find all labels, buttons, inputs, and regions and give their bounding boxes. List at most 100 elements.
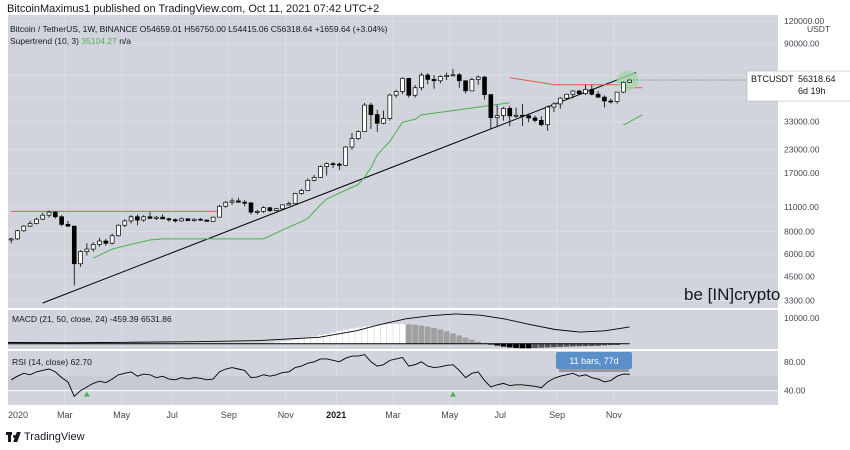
macd-histogram-bar xyxy=(355,327,362,344)
candle xyxy=(614,91,620,102)
candle xyxy=(135,216,140,221)
bars-annotation-box xyxy=(556,352,632,369)
macd-histogram-bar xyxy=(330,332,336,344)
macd-histogram-bar xyxy=(519,343,526,349)
legend-ohlc: Bitcoin / TetherUS, 1W, BINANCE O54659.0… xyxy=(10,24,388,34)
candle xyxy=(286,203,292,206)
candle xyxy=(374,114,380,124)
candle xyxy=(147,216,153,219)
macd-histogram-bar xyxy=(424,326,431,344)
time-axis-label: Nov xyxy=(278,410,295,420)
candle xyxy=(539,120,544,126)
price-axis-label: 90000.00 xyxy=(784,39,820,49)
macd-histogram-bar xyxy=(399,324,406,344)
macd-histogram-bar xyxy=(361,326,368,344)
legend-o: 54659.01 xyxy=(146,24,184,34)
candle xyxy=(456,74,462,82)
price-axis-label: 120000.00 xyxy=(784,16,824,26)
legend-symbol: Bitcoin / TetherUS, 1W, BINANCE xyxy=(10,24,140,34)
macd-histogram-bar xyxy=(563,343,570,347)
candle xyxy=(97,240,102,245)
legend-o-label: O xyxy=(140,24,147,34)
macd-histogram-bar xyxy=(538,343,545,348)
supertrend-up-line xyxy=(623,114,643,126)
candle xyxy=(122,220,128,226)
candle xyxy=(160,216,165,220)
becrypto-watermark: be [IN]crypto xyxy=(684,285,780,304)
legend-supertrend-na: n/a xyxy=(119,36,131,46)
candle xyxy=(602,96,607,102)
macd-histogram-bar xyxy=(607,343,614,346)
time-axis-label: Mar xyxy=(385,410,401,420)
rsi-bullish-marker-icon xyxy=(83,391,90,397)
time-axis-label: May xyxy=(113,410,131,420)
price-axis-label: 4500.00 xyxy=(784,271,815,281)
candle xyxy=(305,179,311,191)
candle xyxy=(103,240,109,244)
candle xyxy=(488,94,494,119)
price-axis-label: 23000.00 xyxy=(784,145,820,155)
time-axis-label: Mar xyxy=(57,410,73,420)
candle xyxy=(583,89,588,94)
candle xyxy=(387,94,393,119)
macd-histogram-bar xyxy=(506,343,513,348)
price-axis-label: 8000.00 xyxy=(784,227,815,237)
candle xyxy=(65,223,71,227)
candle xyxy=(217,205,222,218)
rsi-legend-value: 62.70 xyxy=(71,357,93,367)
candle xyxy=(229,200,235,203)
candle xyxy=(412,87,418,96)
candle xyxy=(185,218,191,221)
macd-histogram-bar xyxy=(368,325,374,344)
macd-histogram-bar xyxy=(336,331,343,344)
watermark-crypto: crypto xyxy=(734,285,780,304)
rsi-legend-label: RSI (14, close) xyxy=(12,357,71,367)
time-axis-label: Jul xyxy=(495,410,507,420)
candle xyxy=(507,108,513,117)
candle xyxy=(292,193,298,204)
macd-histogram-bar xyxy=(311,336,317,344)
candle xyxy=(381,118,386,124)
macd-histogram-bar xyxy=(500,343,507,347)
candle xyxy=(53,211,58,218)
macd-histogram-bar xyxy=(286,340,292,344)
candle xyxy=(40,214,46,220)
candle xyxy=(324,163,330,167)
macd-histogram-bar xyxy=(588,343,595,347)
candle xyxy=(513,114,519,117)
macd-histogram-bar xyxy=(412,324,418,344)
macd-histogram-bar xyxy=(304,337,311,344)
macd-histogram-bar xyxy=(595,343,601,346)
candle xyxy=(318,166,323,178)
macd-legend-label: MACD (21, 50, close, 24) xyxy=(12,314,110,324)
macd-histogram-bar xyxy=(387,324,393,344)
legend-h: 56750.00 xyxy=(190,24,228,34)
candle xyxy=(90,244,96,250)
legend-c: 56318.64 xyxy=(277,24,315,34)
candle xyxy=(557,97,563,105)
candle xyxy=(242,201,247,204)
macd-histogram-bar xyxy=(570,343,576,347)
macd-histogram-bar xyxy=(380,324,387,344)
candle xyxy=(311,177,317,181)
candle xyxy=(570,90,576,95)
macd-histogram-bar xyxy=(525,343,532,349)
candle xyxy=(608,100,614,103)
candle xyxy=(27,223,33,227)
candle xyxy=(545,106,550,126)
price-label-ticker: BTCUSDT xyxy=(751,74,794,84)
price-label-value: 56318.64 xyxy=(798,74,836,84)
macd-histogram-bar xyxy=(532,343,538,348)
legend-supertrend-value: 35104.27 xyxy=(81,36,119,46)
candle xyxy=(299,190,304,194)
legend-l: 54415.06 xyxy=(233,24,271,34)
candle xyxy=(172,219,178,222)
price-axis-label: 33000.00 xyxy=(784,117,820,127)
candle xyxy=(71,225,77,265)
macd-histogram-bar xyxy=(614,343,620,345)
macd-histogram-bar xyxy=(576,343,583,347)
candle xyxy=(280,204,285,210)
time-axis-label: Nov xyxy=(606,410,623,420)
candle xyxy=(393,91,399,96)
